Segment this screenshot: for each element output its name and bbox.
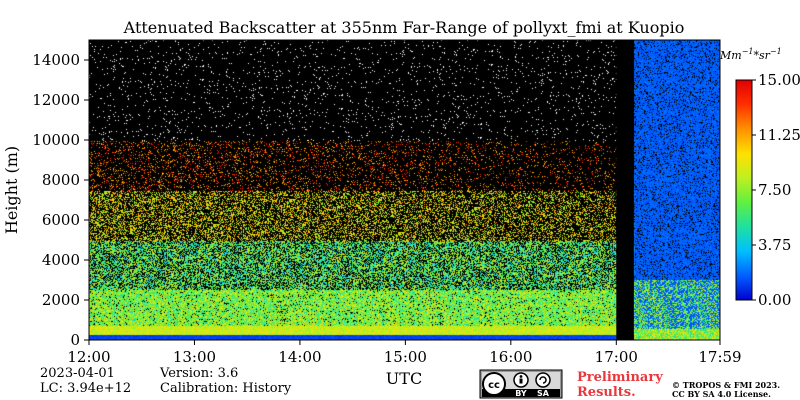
colorbar-tick-label: 7.50 xyxy=(758,181,791,199)
plot-frame xyxy=(88,39,721,341)
colorbar-ticks: 0.00 3.75 7.50 11.25 15.00 xyxy=(752,71,800,309)
y-tick-label: 2000 xyxy=(42,291,80,309)
y-tick-label: 8000 xyxy=(42,171,80,189)
colorbar-bar xyxy=(735,79,753,301)
footer: 2023-04-01 LC: 3.94e+12 Version: 3.6 Cal… xyxy=(40,366,780,400)
y-tick-label: 10000 xyxy=(32,131,80,149)
plot-area xyxy=(88,39,721,341)
y-tick-label: 0 xyxy=(70,331,80,349)
y-tick-label: 6000 xyxy=(42,211,80,229)
copyright-line-2: CC BY SA 4.0 License. xyxy=(672,389,771,399)
colorbar-tick-label: 15.00 xyxy=(758,71,800,89)
preliminary-label: Preliminary xyxy=(577,370,663,385)
cc-sa-label: SA xyxy=(537,389,550,398)
y-tick-label: 12000 xyxy=(32,91,80,109)
cc-icon xyxy=(482,372,506,396)
colorbar-tick-label: 0.00 xyxy=(758,291,791,309)
footer-lc: LC: 3.94e+12 xyxy=(40,381,131,396)
x-tick-label: 14:00 xyxy=(278,348,321,366)
x-tick-label: 12:00 xyxy=(67,348,110,366)
colorbar-unit: Mm−1*sr−1 xyxy=(719,47,782,62)
colorbar: Mm−1*sr−1 0.00 3.75 7.50 11.25 15.00 xyxy=(719,47,800,309)
backscatter-heatmap xyxy=(89,40,720,340)
x-tick-label: 13:00 xyxy=(173,348,216,366)
y-tick-label: 14000 xyxy=(32,51,80,69)
footer-calibration: Calibration: History xyxy=(160,381,292,396)
colorbar-tick-label: 11.25 xyxy=(758,126,800,144)
y-tick-label: 4000 xyxy=(42,251,80,269)
colorbar-tick-label: 3.75 xyxy=(758,236,791,254)
y-axis: 0 2000 4000 6000 8000 10000 12000 14000 xyxy=(32,51,89,349)
chart-title: Attenuated Backscatter at 355nm Far-Rang… xyxy=(123,18,685,37)
x-axis-label: UTC xyxy=(386,369,422,388)
x-tick-label: 17:59 xyxy=(698,348,741,366)
cc-license-badge: cc BY SA xyxy=(479,369,563,399)
cc-by-label: BY xyxy=(515,389,527,398)
x-tick-label: 15:00 xyxy=(384,348,427,366)
copyright-line-1: © TROPOS & FMI 2023. xyxy=(672,380,780,390)
sa-icon xyxy=(535,372,551,388)
y-axis-label: Height (m) xyxy=(2,146,21,234)
footer-version: Version: 3.6 xyxy=(159,366,238,381)
footer-date: 2023-04-01 xyxy=(40,366,115,381)
data-gap xyxy=(616,40,634,340)
cc-icon-label: cc xyxy=(488,380,500,391)
x-tick-label: 16:00 xyxy=(489,348,532,366)
x-axis: 12:00 13:00 14:00 15:00 16:00 17:00 17:59 xyxy=(67,340,742,366)
x-tick-label: 17:00 xyxy=(595,348,638,366)
results-label: Results. xyxy=(577,385,636,400)
